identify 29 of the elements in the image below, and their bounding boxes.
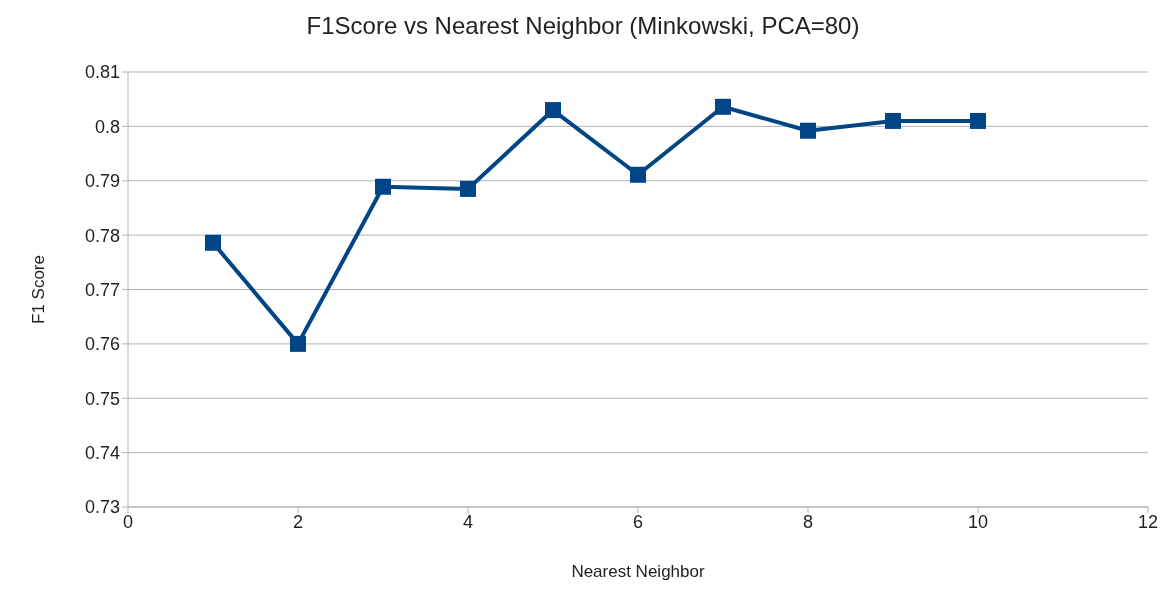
point [885,112,901,129]
y-axis-title: F1 Score [29,255,49,324]
point [545,102,561,119]
x-tick-label: 6 [632,511,644,532]
x-tick-label: 2 [292,511,304,532]
x-tick-label: 4 [462,511,474,532]
y-tick-label: 0.8 [94,116,120,137]
x-tick-label: 8 [802,511,814,532]
y-tick-label: 0.79 [84,171,120,192]
y-tick-label: 0.73 [84,497,120,518]
y-tick-label: 0.76 [84,334,120,355]
point [205,234,221,251]
x-axis-title: Nearest Neighbor [571,562,705,581]
point [290,335,306,352]
point [715,98,731,115]
x-tick-label: 0 [122,511,134,532]
y-tick-label: 0.81 [84,62,120,83]
point [970,112,986,129]
chart-title: F1Score vs Nearest Neighbor (Minkowski, PCA=80) [305,12,861,41]
point [800,122,816,139]
y-tick-label: 0.74 [84,443,120,464]
y-tick-label: 0.75 [84,388,120,409]
point [630,166,646,183]
point [375,178,391,195]
point [460,180,476,197]
x-tick-label: 10 [967,511,989,532]
y-tick-label: 0.77 [84,279,120,300]
y-tick-label: 0.78 [84,225,120,246]
x-tick-label: 12 [1137,511,1159,532]
